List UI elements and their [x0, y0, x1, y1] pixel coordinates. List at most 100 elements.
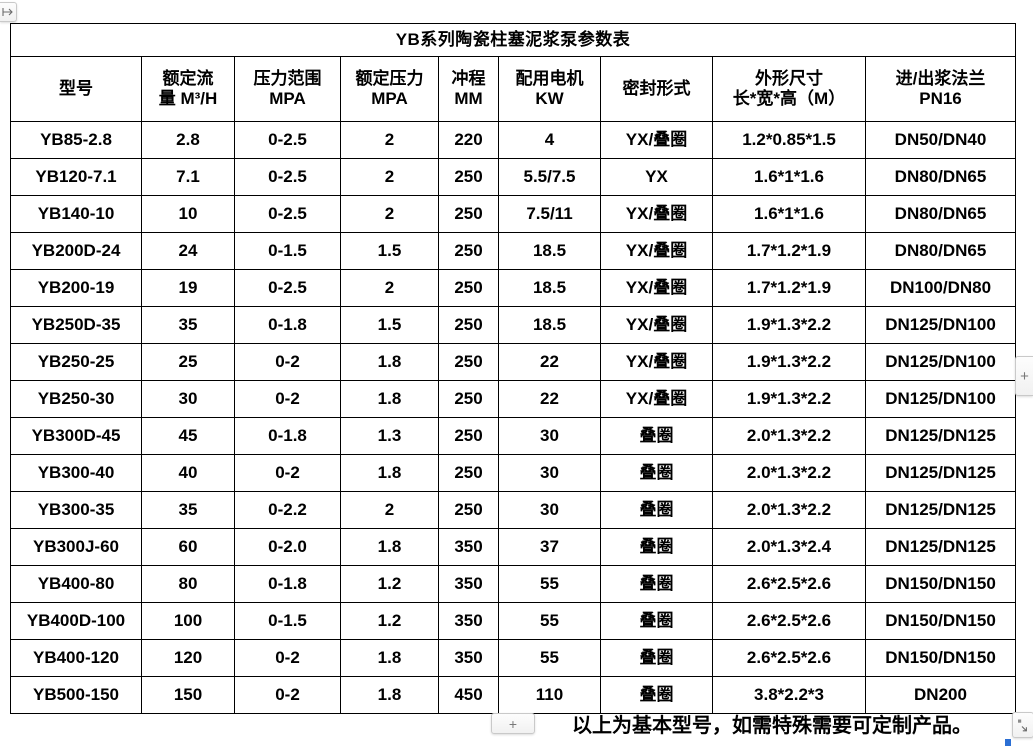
table-cell[interactable]: 250: [438, 195, 499, 233]
table-cell[interactable]: 0-1.5: [234, 602, 341, 640]
table-cell[interactable]: 150: [141, 676, 235, 714]
table-cell[interactable]: 叠圈: [600, 639, 713, 677]
table-cell[interactable]: 0-2.5: [234, 121, 341, 159]
table-cell[interactable]: YX: [600, 158, 713, 196]
table-cell[interactable]: 0-1.5: [234, 232, 341, 270]
table-cell[interactable]: YB400D-100: [10, 602, 142, 640]
table-cell[interactable]: DN80/DN65: [865, 158, 1016, 196]
table-cell[interactable]: YB250D-35: [10, 306, 142, 344]
resize-handle-icon[interactable]: [1012, 712, 1033, 738]
add-row-button[interactable]: +: [491, 713, 535, 734]
table-cell[interactable]: YX/叠圈: [600, 269, 713, 307]
table-cell[interactable]: 120: [141, 639, 235, 677]
table-cell[interactable]: 0-2.5: [234, 158, 341, 196]
table-cell[interactable]: DN125/DN125: [865, 528, 1016, 566]
table-cell[interactable]: 18.5: [498, 306, 601, 344]
table-cell[interactable]: 1.2: [340, 602, 439, 640]
table-cell[interactable]: 55: [498, 602, 601, 640]
table-cell[interactable]: 19: [141, 269, 235, 307]
table-cell[interactable]: 2: [340, 195, 439, 233]
table-cell[interactable]: 250: [438, 232, 499, 270]
table-cell[interactable]: DN125/DN100: [865, 343, 1016, 381]
table-cell[interactable]: 1.9*1.3*2.2: [712, 380, 866, 418]
table-cell[interactable]: DN80/DN65: [865, 195, 1016, 233]
table-cell[interactable]: 250: [438, 380, 499, 418]
table-cell[interactable]: 30: [498, 417, 601, 455]
table-cell[interactable]: 2.6*2.5*2.6: [712, 602, 866, 640]
table-cell[interactable]: 2.6*2.5*2.6: [712, 565, 866, 603]
table-cell[interactable]: YB500-150: [10, 676, 142, 714]
table-cell[interactable]: YB250-30: [10, 380, 142, 418]
table-cell[interactable]: 叠圈: [600, 417, 713, 455]
table-cell[interactable]: 叠圈: [600, 491, 713, 529]
table-cell[interactable]: YX/叠圈: [600, 343, 713, 381]
table-cell[interactable]: 0-2: [234, 454, 341, 492]
move-handle-icon[interactable]: [0, 2, 17, 22]
table-cell[interactable]: 25: [141, 343, 235, 381]
table-cell[interactable]: 350: [438, 639, 499, 677]
add-column-button[interactable]: +: [1015, 356, 1033, 396]
table-cell[interactable]: 30: [141, 380, 235, 418]
table-cell[interactable]: YB400-120: [10, 639, 142, 677]
table-cell[interactable]: 2: [340, 269, 439, 307]
table-cell[interactable]: DN150/DN150: [865, 639, 1016, 677]
table-cell[interactable]: 0-2.5: [234, 195, 341, 233]
table-cell[interactable]: DN125/DN125: [865, 491, 1016, 529]
table-cell[interactable]: 1.8: [340, 343, 439, 381]
table-cell[interactable]: DN125/DN125: [865, 454, 1016, 492]
table-cell[interactable]: 18.5: [498, 269, 601, 307]
table-cell[interactable]: 叠圈: [600, 454, 713, 492]
table-cell[interactable]: 2: [340, 158, 439, 196]
table-cell[interactable]: YB200-19: [10, 269, 142, 307]
table-cell[interactable]: 35: [141, 306, 235, 344]
table-cell[interactable]: 0-2.2: [234, 491, 341, 529]
table-cell[interactable]: 1.9*1.3*2.2: [712, 343, 866, 381]
table-cell[interactable]: 0-2.0: [234, 528, 341, 566]
table-cell[interactable]: 2.8: [141, 121, 235, 159]
table-cell[interactable]: 0-2: [234, 343, 341, 381]
table-cell[interactable]: 0-2: [234, 639, 341, 677]
table-cell[interactable]: DN150/DN150: [865, 565, 1016, 603]
table-cell[interactable]: DN200: [865, 676, 1016, 714]
table-cell[interactable]: 10: [141, 195, 235, 233]
table-cell[interactable]: 30: [498, 454, 601, 492]
table-cell[interactable]: 2.6*2.5*2.6: [712, 639, 866, 677]
table-cell[interactable]: YB300D-45: [10, 417, 142, 455]
table-cell[interactable]: 2.0*1.3*2.2: [712, 417, 866, 455]
table-cell[interactable]: 2.0*1.3*2.4: [712, 528, 866, 566]
table-cell[interactable]: 1.6*1*1.6: [712, 195, 866, 233]
table-cell[interactable]: 1.8: [340, 380, 439, 418]
table-cell[interactable]: 1.7*1.2*1.9: [712, 269, 866, 307]
table-cell[interactable]: 55: [498, 639, 601, 677]
table-cell[interactable]: 110: [498, 676, 601, 714]
table-cell[interactable]: 40: [141, 454, 235, 492]
table-cell[interactable]: YB140-10: [10, 195, 142, 233]
table-cell[interactable]: YB250-25: [10, 343, 142, 381]
table-cell[interactable]: 18.5: [498, 232, 601, 270]
table-cell[interactable]: YB300-35: [10, 491, 142, 529]
table-cell[interactable]: 1.8: [340, 676, 439, 714]
table-cell[interactable]: DN150/DN150: [865, 602, 1016, 640]
table-cell[interactable]: 叠圈: [600, 602, 713, 640]
table-cell[interactable]: 2: [340, 121, 439, 159]
table-cell[interactable]: 叠圈: [600, 565, 713, 603]
table-cell[interactable]: 55: [498, 565, 601, 603]
table-cell[interactable]: 80: [141, 565, 235, 603]
table-cell[interactable]: DN50/DN40: [865, 121, 1016, 159]
table-cell[interactable]: 1.8: [340, 639, 439, 677]
table-cell[interactable]: DN100/DN80: [865, 269, 1016, 307]
table-cell[interactable]: YB300-40: [10, 454, 142, 492]
table-cell[interactable]: 22: [498, 343, 601, 381]
table-cell[interactable]: 5.5/7.5: [498, 158, 601, 196]
table-cell[interactable]: 250: [438, 343, 499, 381]
table-cell[interactable]: 0-1.8: [234, 417, 341, 455]
table-cell[interactable]: 35: [141, 491, 235, 529]
table-cell[interactable]: 250: [438, 454, 499, 492]
table-cell[interactable]: 1.3: [340, 417, 439, 455]
table-cell[interactable]: 60: [141, 528, 235, 566]
table-cell[interactable]: 4: [498, 121, 601, 159]
table-cell[interactable]: 2: [340, 491, 439, 529]
table-cell[interactable]: 叠圈: [600, 676, 713, 714]
table-cell[interactable]: 250: [438, 417, 499, 455]
table-cell[interactable]: 7.1: [141, 158, 235, 196]
